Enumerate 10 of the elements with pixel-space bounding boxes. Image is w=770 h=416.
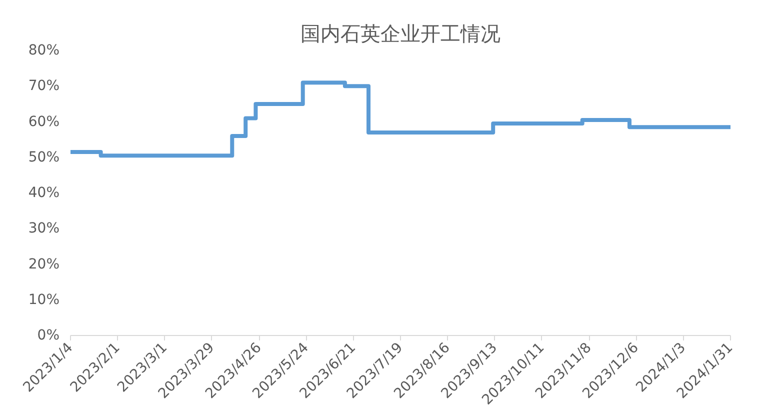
y-tick-label: 70%	[28, 78, 60, 94]
y-tick-label: 10%	[28, 292, 60, 308]
chart-title: 国内石英企业开工情况	[300, 22, 500, 46]
y-tick-label: 60%	[28, 114, 60, 130]
y-tick-label: 0%	[37, 328, 60, 344]
y-tick-label: 50%	[28, 149, 60, 166]
y-tick-label: 30%	[28, 220, 60, 237]
y-tick-label: 20%	[28, 256, 60, 272]
y-tick-label: 40%	[28, 185, 60, 201]
y-tick-label: 80%	[28, 42, 60, 58]
